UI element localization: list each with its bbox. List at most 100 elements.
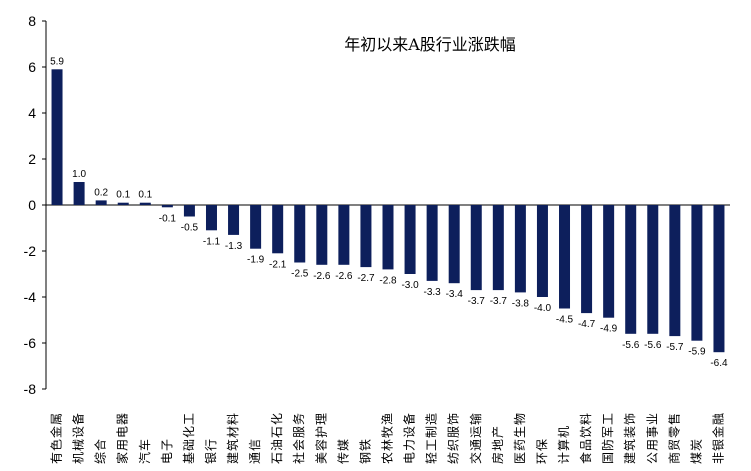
category-label: 钢铁: [358, 438, 372, 464]
y-tick-label: 8: [28, 13, 36, 29]
category-label: 通信: [248, 438, 262, 464]
bar: [514, 205, 526, 293]
category-label: 公用事业: [645, 412, 659, 464]
category-label: 食品饮料: [578, 412, 593, 464]
data-label: -4.7: [578, 319, 596, 330]
bar: [205, 205, 217, 231]
y-tick-label: 6: [28, 59, 36, 75]
bar: [272, 205, 284, 254]
bar: [250, 205, 262, 249]
category-label: 社会服务: [291, 412, 306, 464]
bar: [448, 205, 460, 284]
data-label: -3.0: [401, 280, 419, 291]
bar: [183, 205, 195, 217]
category-label: 传媒: [335, 438, 350, 464]
data-label: -3.7: [490, 296, 508, 307]
category-label: 机械设备: [71, 412, 86, 464]
category-label: 电力设备: [403, 412, 417, 464]
bar: [316, 205, 328, 265]
y-tick-label: 0: [28, 197, 36, 213]
data-label: 1.0: [72, 169, 86, 180]
data-label: -3.8: [512, 298, 530, 309]
category-label: 交通运输: [468, 412, 483, 464]
y-tick-label: -8: [24, 381, 37, 397]
data-label: -4.9: [600, 324, 618, 335]
data-label: -1.1: [203, 236, 221, 247]
data-label: -4.5: [556, 315, 574, 326]
bar: [294, 205, 306, 263]
data-label: -5.6: [622, 340, 640, 351]
category-label: 纺织服饰: [447, 412, 461, 464]
bar: [338, 205, 350, 265]
category-label: 美容护理: [313, 412, 328, 464]
bar: [492, 205, 504, 291]
bar: [228, 205, 240, 235]
bar: [51, 69, 63, 205]
bar: [559, 205, 571, 309]
category-label: 非银金融: [710, 412, 725, 464]
data-label: -1.3: [225, 241, 243, 252]
y-tick-label: -2: [24, 243, 37, 259]
bar: [426, 205, 438, 281]
bar: [647, 205, 659, 334]
bar: [581, 205, 593, 314]
data-label: -0.5: [181, 223, 199, 234]
category-label: 建筑装饰: [622, 412, 637, 464]
data-label: -5.7: [666, 342, 684, 353]
category-label: 石油石化: [270, 412, 284, 464]
data-label: 5.9: [50, 56, 64, 67]
data-label: -6.4: [710, 358, 728, 369]
data-label: -3.3: [424, 287, 442, 298]
data-label: -3.7: [468, 296, 486, 307]
data-label: 0.2: [94, 187, 108, 198]
bar: [382, 205, 394, 270]
bar: [117, 202, 129, 205]
category-label: 家用电器: [115, 412, 130, 464]
bar: [536, 205, 548, 297]
data-label: -2.7: [357, 273, 375, 284]
data-label: 0.1: [116, 190, 130, 201]
bar: [625, 205, 637, 334]
y-tick-label: -4: [24, 289, 37, 305]
data-label: -2.5: [291, 269, 309, 280]
bar: [691, 205, 703, 341]
bar: [139, 202, 151, 205]
bar: [95, 200, 107, 205]
chart-title: 年初以来A股行业涨跌幅: [344, 35, 516, 54]
y-tick-label: 2: [28, 151, 36, 167]
bar: [161, 205, 173, 208]
data-labels-group: 5.91.00.2 0.1 0.1-0.1-0.5-1.1 -1.3-1.9 -2.1-…: [50, 56, 728, 369]
bar: [603, 205, 615, 318]
data-label: -2.6: [313, 271, 331, 282]
data-label: -4.0: [534, 303, 552, 314]
category-label: 农林牧渔: [381, 412, 395, 464]
data-label: -2.8: [379, 275, 397, 286]
bars-group: [51, 69, 725, 353]
bar: [669, 205, 681, 337]
category-labels-group: 有色金属 机械设备 综合 家用电器 汽车 电子 基础化工 银行 建筑材料 通信 石油石化 社会服务 美容…: [49, 412, 726, 464]
category-label: 医药生物: [513, 412, 527, 464]
category-label: 计算机: [556, 425, 571, 464]
bar: [73, 182, 85, 205]
category-label: 煤炭: [689, 438, 703, 464]
category-label: 基础化工: [182, 412, 196, 464]
y-tick-label: 4: [28, 105, 36, 121]
bar: [470, 205, 482, 291]
category-label: 银行: [204, 438, 218, 464]
data-label: -1.9: [247, 255, 265, 266]
bar: [404, 205, 416, 274]
category-label: 有色金属: [49, 412, 64, 464]
bar: [360, 205, 372, 268]
y-tick-label: -6: [24, 335, 37, 351]
data-label: -2.6: [335, 271, 353, 282]
category-label: 轻工制造: [425, 412, 439, 464]
category-label: 国防军工: [600, 412, 615, 464]
data-label: -5.9: [688, 347, 706, 358]
category-label: 综合: [93, 438, 108, 464]
data-label: 0.1: [138, 190, 152, 201]
category-label: 商贸零售: [666, 412, 681, 464]
category-label: 房地产: [490, 425, 505, 464]
category-label: 汽车: [137, 438, 152, 464]
category-label: 电子: [160, 438, 174, 464]
